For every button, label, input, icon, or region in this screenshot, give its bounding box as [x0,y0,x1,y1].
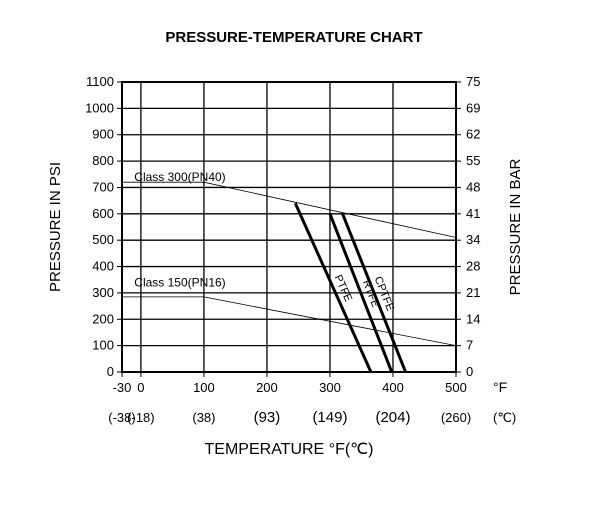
ylabel-left: 800 [92,153,114,168]
y-left-title: PRESSURE IN PSI [47,162,64,292]
x-axis-title: TEMPERATURE °F(℃) [205,441,374,458]
ylabel-left: 700 [92,179,114,194]
class300-label: Class 300(PN40) [134,170,225,184]
ylabel-right: 14 [466,311,480,326]
xlabel-f: 0 [137,380,144,395]
ylabel-right: 7 [466,338,473,353]
xlabel-c: (38) [192,410,215,425]
ylabel-left: 400 [92,259,114,274]
class150-label: Class 150(PN16) [134,275,225,289]
xlabel-f: -30 [113,380,132,395]
ylabel-right: 34 [466,232,480,247]
xlabel-c: (204) [375,409,410,426]
xlabel-c: (149) [312,409,347,426]
xlabel-f: 100 [193,380,215,395]
ylabel-right: 48 [466,179,480,194]
ylabel-right: 69 [466,100,480,115]
ylabel-right: 62 [466,127,480,142]
xlabel-c: (93) [254,409,281,426]
xlabel-f: 300 [319,380,341,395]
ylabel-right: 55 [466,153,480,168]
ylabel-left: 500 [92,232,114,247]
xlabel-c: (-18) [127,410,154,425]
xlabel-f: 200 [256,380,278,395]
ylabel-left: 1100 [86,74,114,89]
xlabel-f: 400 [382,380,404,395]
ylabel-left: 900 [92,127,114,142]
x-unit-c: (℃) [493,410,516,425]
ylabel-right: 41 [466,206,480,221]
ylabel-left: 200 [92,311,114,326]
xlabel-f: 500 [445,380,467,395]
chart-title: PRESSURE-TEMPERATURE CHART [165,29,422,46]
ylabel-right: 21 [466,285,480,300]
ylabel-left: 300 [92,285,114,300]
y-right-title: PRESSURE IN BAR [507,158,524,295]
x-unit-f: °F [493,379,507,395]
ylabel-left: 1000 [85,100,114,115]
ylabel-left: 100 [92,338,114,353]
ylabel-left: 0 [107,364,114,379]
ylabel-right: 28 [466,259,480,274]
ylabel-right: 75 [466,74,480,89]
ylabel-left: 600 [92,206,114,221]
ylabel-right: 0 [466,364,473,379]
xlabel-c: (260) [441,410,471,425]
